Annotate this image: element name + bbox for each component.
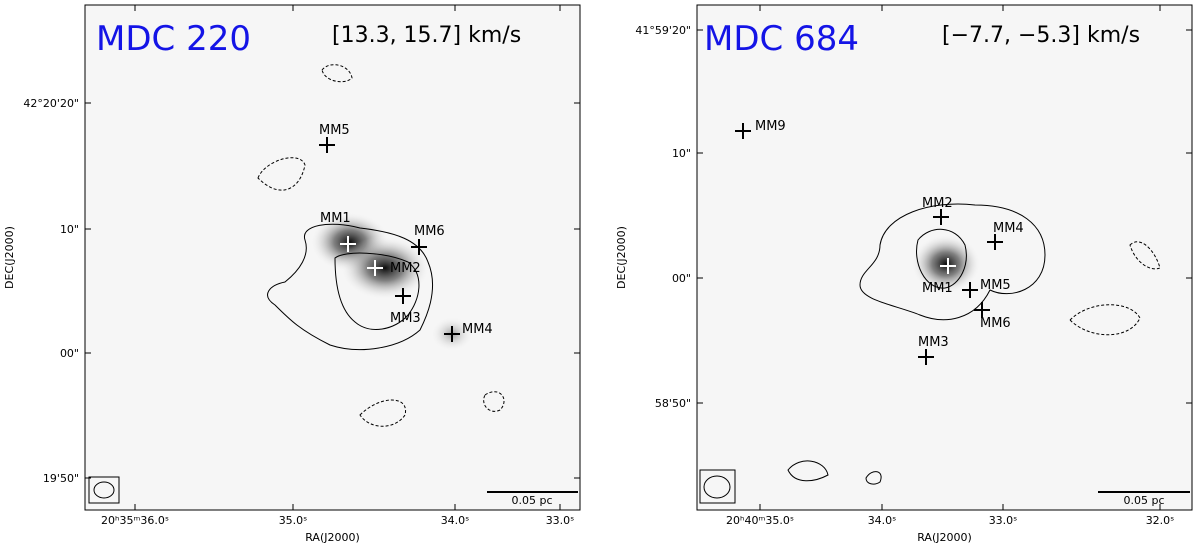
x-axis-label: RA(J2000): [305, 531, 360, 544]
y-tick-label: 58'50": [655, 397, 691, 410]
source-label: MM1: [922, 281, 953, 296]
source-marker: [940, 258, 956, 274]
source-label: MM2: [390, 261, 421, 276]
source-label: MM4: [462, 322, 493, 337]
source-label: MM4: [993, 221, 1024, 236]
source-label: MM9: [755, 119, 786, 134]
y-tick-label: 42°20'20": [23, 97, 79, 110]
x-tick-label: 34.0ˢ: [868, 514, 897, 527]
x-tick-label: 33.0ˢ: [989, 514, 1018, 527]
x-tick-label: 20ʰ35ᵐ36.0ˢ: [101, 514, 169, 527]
contour: [321, 64, 353, 83]
beam: [703, 475, 731, 499]
scale-bar-label: 0.05 pc: [1123, 494, 1164, 507]
source-label: MM6: [980, 316, 1011, 331]
source-marker: [962, 282, 978, 298]
source-marker: [367, 260, 383, 276]
x-tick-label: 20ʰ40ᵐ35.0ˢ: [726, 514, 794, 527]
velocity-range: [13.3, 15.7] km/s: [332, 23, 521, 48]
x-tick-label: 34.0ˢ: [441, 514, 470, 527]
source-marker: [987, 234, 1003, 250]
velocity-range: [−7.7, −5.3] km/s: [942, 23, 1140, 48]
contour: [359, 399, 406, 427]
contour: [267, 223, 433, 351]
source-marker: [735, 123, 751, 139]
source-label: MM5: [980, 278, 1011, 293]
panel-title: MDC 220: [96, 19, 251, 59]
contour: [1069, 304, 1141, 336]
emission: [340, 236, 430, 300]
contour: [865, 471, 882, 485]
contour: [859, 203, 1046, 321]
contour: [916, 228, 967, 289]
source-marker: [444, 326, 460, 342]
y-tick-label: 41°59'20": [635, 24, 691, 37]
y-tick-label: 00": [672, 272, 691, 285]
x-tick-label: 32.0ˢ: [1146, 514, 1175, 527]
source-marker: [974, 302, 990, 318]
frame: [696, 4, 1193, 511]
source-marker: [340, 236, 356, 252]
source-marker: [411, 239, 427, 255]
beam-box: [88, 476, 120, 504]
y-axis-label: DEC(J2000): [3, 226, 16, 289]
beam: [93, 481, 115, 499]
y-tick-label: 19'50": [43, 472, 79, 485]
frame: [84, 4, 581, 511]
contour: [787, 460, 829, 482]
source-marker: [319, 137, 335, 153]
source-label: MM1: [320, 211, 351, 226]
y-axis-label: DEC(J2000): [615, 226, 628, 289]
x-tick-label: 35.0ˢ: [279, 514, 308, 527]
contour: [334, 252, 420, 330]
panel-title: MDC 684: [704, 19, 859, 59]
x-tick-label: 33.0ˢ: [546, 514, 575, 527]
source-marker: [395, 288, 411, 304]
source-label: MM6: [414, 224, 445, 239]
source-label: MM5: [319, 123, 350, 138]
contour: [257, 157, 306, 191]
x-axis-label: RA(J2000): [917, 531, 972, 544]
emission: [911, 234, 981, 294]
source-label: MM2: [922, 196, 953, 211]
scale-bar-label: 0.05 pc: [511, 494, 552, 507]
source-marker: [933, 209, 949, 225]
y-tick-label: 10": [60, 223, 79, 236]
contour: [1129, 241, 1161, 270]
source-label: MM3: [918, 335, 949, 350]
source-label: MM3: [390, 311, 421, 326]
y-tick-label: 10": [672, 147, 691, 160]
beam-box: [699, 469, 736, 504]
contour: [483, 391, 505, 412]
source-marker: [918, 349, 934, 365]
y-tick-label: 00": [60, 347, 79, 360]
